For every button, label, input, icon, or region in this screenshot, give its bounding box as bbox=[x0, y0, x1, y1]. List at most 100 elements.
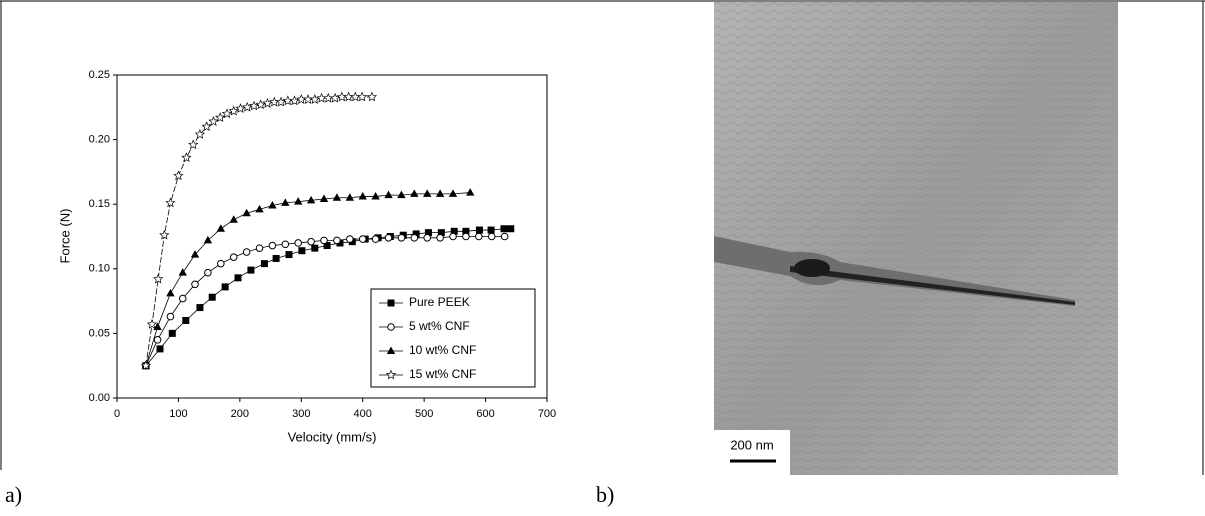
marker bbox=[336, 239, 344, 247]
plot-frame bbox=[116, 74, 548, 399]
panel-label: b) bbox=[596, 482, 614, 507]
y-axis-title: Force (N) bbox=[57, 209, 72, 264]
marker bbox=[487, 232, 496, 241]
marker bbox=[397, 233, 406, 242]
fiber-knot bbox=[794, 259, 830, 277]
x-tick-label: 200 bbox=[231, 408, 249, 420]
marker bbox=[435, 189, 445, 197]
marker bbox=[242, 248, 251, 256]
marker bbox=[294, 239, 303, 247]
marker bbox=[466, 188, 475, 196]
marker bbox=[343, 91, 354, 102]
marker bbox=[358, 235, 367, 243]
marker bbox=[449, 232, 457, 241]
marker bbox=[397, 190, 406, 199]
marker bbox=[268, 200, 277, 209]
marker bbox=[320, 236, 328, 245]
y-tick-label: 0.00 bbox=[89, 392, 110, 404]
marker bbox=[182, 316, 190, 324]
marker bbox=[268, 241, 277, 250]
marker bbox=[166, 312, 175, 321]
marker bbox=[194, 128, 206, 139]
marker bbox=[272, 254, 280, 262]
marker bbox=[178, 268, 187, 276]
marker bbox=[281, 198, 290, 206]
marker bbox=[201, 121, 212, 132]
marker bbox=[436, 233, 444, 242]
marker bbox=[165, 197, 176, 208]
marker bbox=[242, 208, 251, 217]
marker bbox=[159, 229, 170, 240]
marker bbox=[255, 204, 264, 213]
marker bbox=[282, 95, 293, 106]
marker bbox=[221, 108, 233, 119]
marker bbox=[384, 190, 393, 199]
marker bbox=[319, 194, 329, 203]
marker bbox=[336, 91, 347, 102]
x-tick-label: 400 bbox=[354, 408, 372, 420]
marker bbox=[260, 260, 268, 268]
marker bbox=[385, 369, 397, 380]
marker bbox=[500, 232, 509, 241]
marker bbox=[248, 100, 260, 111]
scale-bar-box bbox=[714, 430, 790, 475]
x-tick-label: 500 bbox=[415, 408, 433, 420]
marker bbox=[387, 299, 395, 307]
marker bbox=[356, 91, 368, 102]
x-tick-label: 100 bbox=[169, 408, 187, 420]
marker bbox=[229, 215, 238, 223]
marker bbox=[217, 259, 225, 268]
marker bbox=[140, 360, 152, 371]
marker bbox=[358, 191, 367, 200]
marker bbox=[208, 116, 219, 126]
marker bbox=[302, 94, 314, 104]
marker bbox=[229, 253, 238, 261]
marker bbox=[346, 235, 354, 243]
marker bbox=[262, 97, 273, 108]
marker bbox=[424, 229, 432, 237]
marker bbox=[448, 189, 458, 197]
marker bbox=[371, 235, 380, 243]
marker bbox=[333, 236, 341, 245]
marker bbox=[153, 322, 162, 330]
scale-bar-label: 200 nm bbox=[730, 437, 773, 452]
marker bbox=[234, 274, 242, 282]
x-axis-title: Velocity (mm/s) bbox=[288, 429, 377, 444]
marker bbox=[188, 139, 199, 150]
marker bbox=[156, 345, 164, 353]
fiber bbox=[790, 266, 1075, 305]
marker bbox=[255, 99, 266, 110]
marker bbox=[306, 195, 316, 204]
marker bbox=[386, 346, 396, 354]
marker bbox=[166, 288, 175, 297]
marker bbox=[384, 233, 393, 242]
marker bbox=[350, 91, 361, 102]
marker bbox=[153, 336, 162, 344]
legend-label: Pure PEEK bbox=[409, 295, 470, 309]
marker bbox=[298, 247, 306, 255]
marker bbox=[289, 95, 300, 106]
y-tick-label: 0.20 bbox=[89, 134, 110, 146]
x-tick-label: 600 bbox=[476, 408, 494, 420]
marker bbox=[412, 230, 420, 238]
panel-label: a) bbox=[5, 482, 22, 507]
marker bbox=[196, 304, 204, 312]
fiber-sheath bbox=[714, 236, 1075, 306]
tem-texture bbox=[714, 2, 1118, 475]
marker bbox=[475, 226, 483, 234]
marker bbox=[168, 329, 176, 337]
marker bbox=[285, 251, 293, 259]
marker bbox=[487, 226, 495, 234]
marker bbox=[309, 94, 320, 104]
marker bbox=[228, 105, 239, 116]
marker bbox=[387, 323, 395, 331]
marker bbox=[203, 235, 213, 244]
marker bbox=[323, 92, 334, 103]
marker bbox=[329, 92, 341, 103]
marker bbox=[307, 237, 315, 246]
marker bbox=[410, 233, 419, 242]
marker bbox=[235, 103, 246, 113]
legend-label: 5 wt% CNF bbox=[409, 319, 470, 333]
marker bbox=[146, 319, 158, 329]
